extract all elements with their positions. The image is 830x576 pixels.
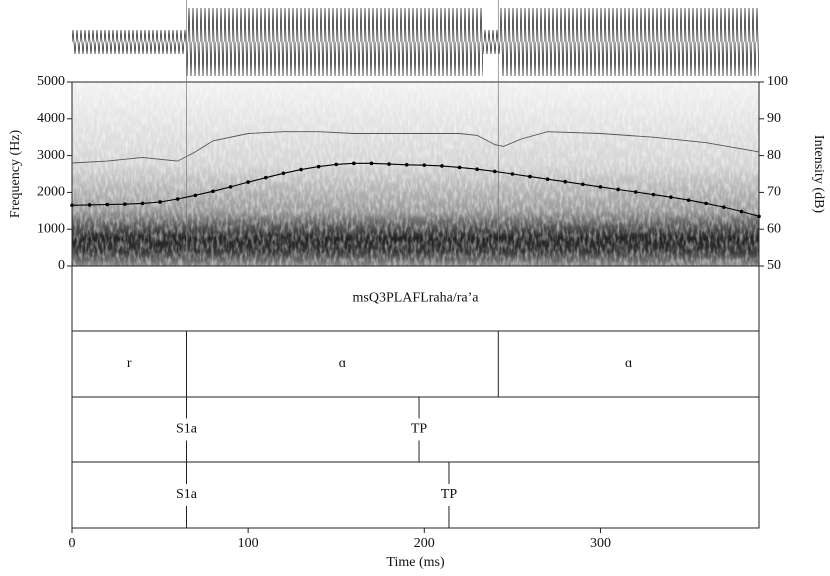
point-label: S1a: [176, 422, 198, 437]
y2-tick-label: 100: [767, 74, 788, 89]
formant-point: [633, 190, 638, 194]
formant-point: [123, 202, 127, 206]
point-label: TP: [411, 422, 428, 437]
y-tick-label: 4000: [37, 111, 65, 126]
y-tick-label: 1000: [37, 221, 65, 236]
formant-point: [528, 174, 532, 179]
formant-point: [581, 182, 585, 187]
formant-point: [492, 169, 497, 174]
formant-point: [281, 171, 286, 176]
formant-line: [71, 162, 760, 217]
formant-point: [316, 164, 321, 169]
x-tick-label: 300: [590, 536, 611, 551]
formant-point: [545, 177, 550, 181]
formant-point: [440, 164, 444, 168]
formant-point: [193, 193, 198, 198]
formant-point: [334, 162, 339, 167]
y-tick-label: 2000: [37, 185, 65, 200]
formant-point: [457, 165, 462, 170]
formant-point: [651, 192, 656, 197]
formant-point: [686, 198, 691, 202]
spectrogram: [71, 81, 760, 267]
point-label: TP: [441, 487, 458, 502]
y2-tick-label: 70: [767, 185, 781, 200]
formant-point: [70, 203, 74, 208]
formant-point: [387, 162, 391, 166]
x-tick-label: 200: [414, 536, 435, 551]
interval-label: r: [127, 356, 132, 371]
y2-tick-label: 50: [767, 258, 781, 273]
formant-point: [369, 161, 374, 166]
y-axis-title: Frequency (Hz): [8, 130, 23, 219]
formant-point: [422, 163, 427, 167]
y-tick-label: 0: [58, 258, 65, 273]
interval-label: ɑ: [339, 356, 346, 371]
interval-label: msQ3PLAFLraha/ra’a: [353, 291, 480, 306]
formant-point: [669, 195, 673, 199]
formant-point: [228, 185, 233, 189]
x-tick-label: 100: [238, 536, 259, 551]
formant-point: [299, 167, 303, 172]
x-axis-title: Time (ms): [386, 555, 445, 570]
formant-point: [510, 172, 515, 176]
waveform: [72, 0, 759, 80]
formant-point: [352, 161, 356, 166]
formant-point: [475, 167, 479, 172]
formant-point: [263, 175, 268, 180]
formant-point: [211, 189, 215, 194]
intensity-line: [71, 131, 760, 164]
x-tick-label: 0: [69, 536, 76, 551]
formant-point: [563, 179, 568, 184]
y2-tick-label: 80: [767, 148, 781, 163]
formant-point: [616, 187, 620, 192]
point-label: S1a: [176, 487, 198, 502]
formant-point: [105, 202, 110, 207]
formant-point: [87, 203, 92, 207]
interval-label: ɑ: [625, 356, 632, 371]
formant-point: [721, 205, 726, 209]
y-tick-label: 3000: [37, 148, 65, 163]
y2-tick-label: 90: [767, 111, 781, 126]
formant-point: [704, 201, 708, 206]
y-tick-label: 5000: [37, 74, 65, 89]
formant-point: [739, 209, 744, 214]
formant-point: [140, 201, 145, 206]
formant-point: [175, 197, 180, 201]
formant-point: [246, 180, 250, 184]
y2-axis-title: Intensity (dB): [811, 135, 826, 213]
formant-point: [598, 185, 603, 189]
formant-point: [404, 163, 409, 167]
formant-point: [757, 214, 761, 219]
formant-point: [158, 200, 162, 204]
y2-tick-label: 60: [767, 221, 781, 236]
